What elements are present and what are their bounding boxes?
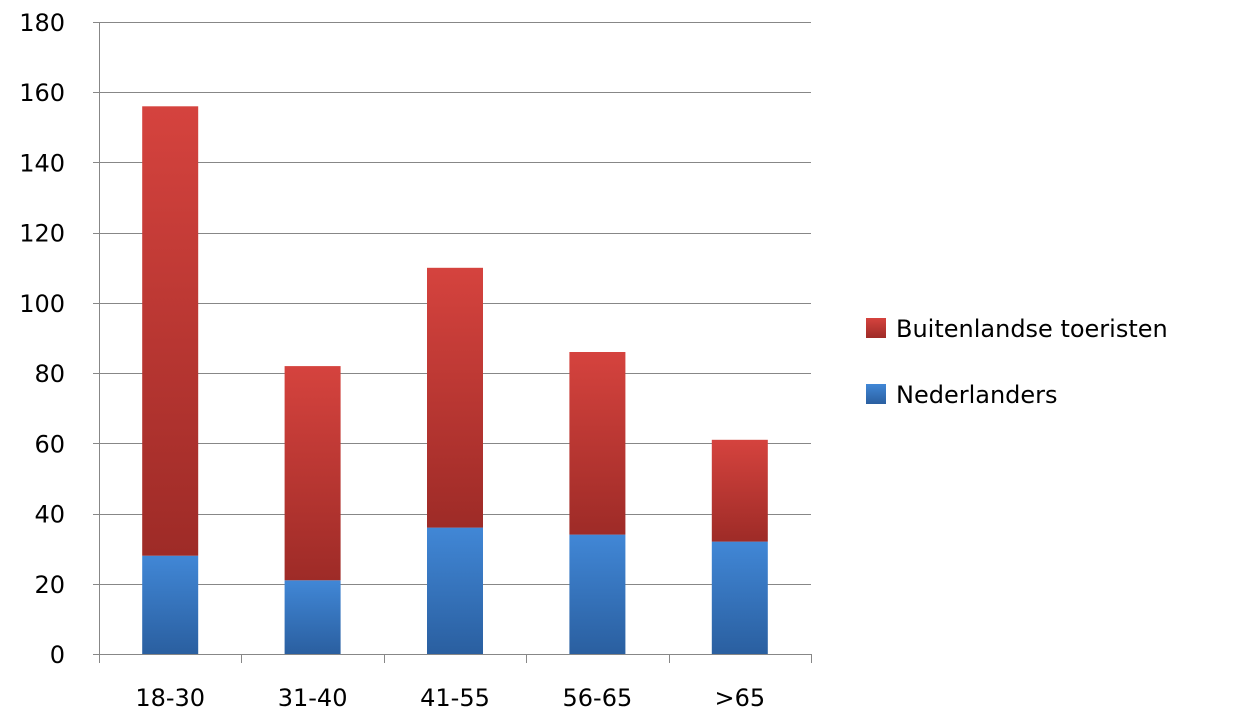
bars [142,106,768,654]
y-tick-label: 80 [34,360,65,388]
bar-nederlanders-3 [569,534,626,654]
bar-nederlanders-0 [142,555,199,654]
y-tick-label: 40 [34,501,65,529]
bar-buitenlandse-toeristen-4 [711,439,768,542]
bar-buitenlandse-toeristen-2 [427,267,483,528]
y-tick-label: 180 [19,9,65,37]
bar-nederlanders-2 [427,527,483,654]
legend-swatch-buitenlandse-toeristen [866,318,886,338]
y-tick-label: 20 [34,571,65,599]
y-tick-labels: 0 20 40 60 80 100 120 140 160 180 [19,9,65,669]
legend: Buitenlandse toeristen Nederlanders [866,315,1168,409]
bar-buitenlandse-toeristen-1 [284,366,341,581]
x-tick-label: 31-40 [278,684,348,712]
y-tick-label: 60 [34,430,65,458]
legend-label-nederlanders: Nederlanders [896,381,1058,409]
x-tick-label: >65 [714,684,765,712]
x-tick-label: 18-30 [135,684,205,712]
bar-nederlanders-1 [284,580,341,654]
bar-buitenlandse-toeristen-0 [142,106,199,556]
x-tick-label: 41-55 [420,684,490,712]
bar-nederlanders-4 [711,541,768,654]
y-tick-label: 100 [19,290,65,318]
legend-swatch-nederlanders [866,384,886,404]
legend-label-buitenlandse-toeristen: Buitenlandse toeristen [896,315,1168,343]
y-tick-label: 160 [19,79,65,107]
y-tick-label: 140 [19,149,65,177]
axes [93,22,812,663]
x-tick-label: 56-65 [563,684,633,712]
y-tick-label: 0 [50,641,65,669]
bar-buitenlandse-toeristen-3 [569,352,626,535]
y-tick-label: 120 [19,220,65,248]
x-tick-labels: 18-30 31-40 41-55 56-65 >65 [135,684,765,712]
